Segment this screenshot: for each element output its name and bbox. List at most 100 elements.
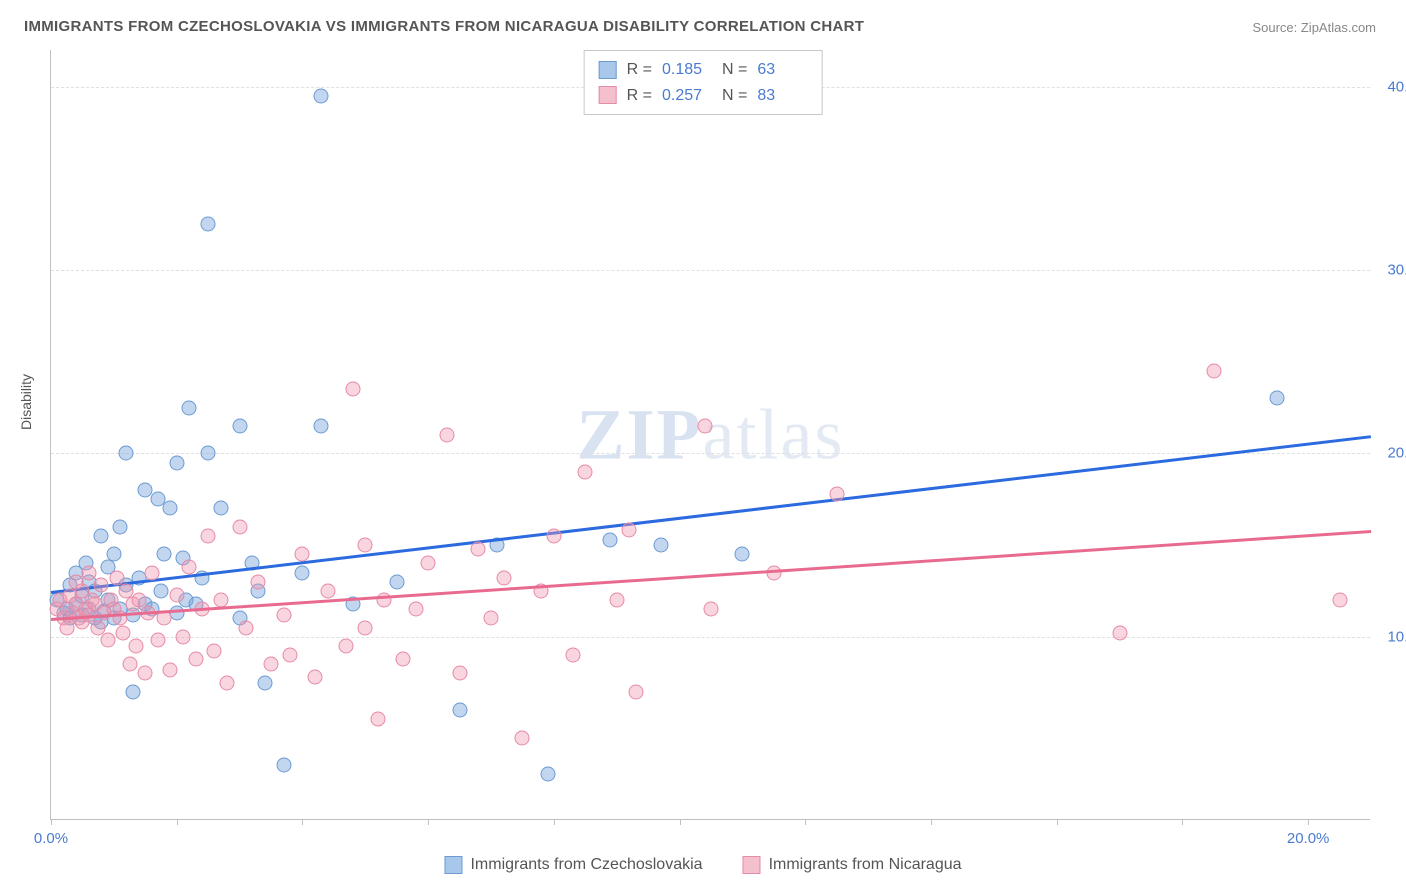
stats-row-series1: R = 0.185 N = 63: [599, 57, 808, 83]
n-label-1: N =: [722, 57, 747, 83]
scatter-point-series2: [100, 633, 115, 648]
n-value-2: 83: [757, 83, 807, 109]
scatter-point-series1: [113, 519, 128, 534]
scatter-point-series2: [609, 593, 624, 608]
legend-item-series1: Immigrants from Czechoslovakia: [444, 856, 702, 874]
scatter-point-series2: [565, 648, 580, 663]
scatter-point-series2: [1206, 363, 1221, 378]
scatter-point-series1: [125, 684, 140, 699]
scatter-point-series2: [496, 571, 511, 586]
x-tick: [302, 819, 303, 825]
scatter-point-series2: [213, 593, 228, 608]
x-tick: [51, 819, 52, 825]
x-tick: [554, 819, 555, 825]
scatter-point-series2: [182, 560, 197, 575]
scatter-point-series2: [169, 587, 184, 602]
scatter-point-series2: [188, 651, 203, 666]
x-tick: [1308, 819, 1309, 825]
gridline-h: [51, 637, 1370, 638]
scatter-point-series2: [440, 428, 455, 443]
scatter-point-series2: [396, 651, 411, 666]
scatter-point-series2: [578, 464, 593, 479]
scatter-point-series1: [314, 418, 329, 433]
n-value-1: 63: [757, 57, 807, 83]
scatter-point-series1: [1269, 391, 1284, 406]
x-tick: [931, 819, 932, 825]
scatter-point-series2: [94, 578, 109, 593]
scatter-point-series1: [154, 583, 169, 598]
scatter-point-series2: [207, 644, 222, 659]
plot-area: ZIPatlas 10.0%20.0%30.0%40.0%0.0%20.0%: [50, 50, 1370, 820]
swatch-series1: [599, 61, 617, 79]
scatter-point-series2: [515, 730, 530, 745]
scatter-point-series1: [106, 547, 121, 562]
stats-row-series2: R = 0.257 N = 83: [599, 83, 808, 109]
x-tick: [428, 819, 429, 825]
scatter-point-series2: [339, 638, 354, 653]
scatter-point-series2: [320, 583, 335, 598]
scatter-point-series1: [295, 565, 310, 580]
scatter-point-series2: [251, 574, 266, 589]
x-tick: [1182, 819, 1183, 825]
scatter-point-series1: [232, 418, 247, 433]
scatter-point-series2: [358, 538, 373, 553]
scatter-point-series2: [1112, 626, 1127, 641]
r-label-1: R =: [627, 57, 652, 83]
scatter-point-series1: [603, 532, 618, 547]
scatter-point-series2: [622, 523, 637, 538]
legend-label-series1: Immigrants from Czechoslovakia: [470, 856, 702, 874]
y-axis-label: Disability: [18, 374, 34, 430]
scatter-point-series2: [628, 684, 643, 699]
scatter-point-series1: [169, 455, 184, 470]
x-tick: [805, 819, 806, 825]
scatter-point-series2: [276, 607, 291, 622]
scatter-point-series2: [264, 657, 279, 672]
scatter-point-series2: [829, 486, 844, 501]
scatter-point-series1: [201, 446, 216, 461]
stats-legend-box: R = 0.185 N = 63 R = 0.257 N = 83: [584, 50, 823, 115]
scatter-point-series2: [370, 712, 385, 727]
x-tick: [1057, 819, 1058, 825]
watermark: ZIPatlas: [577, 393, 845, 476]
scatter-point-series2: [150, 633, 165, 648]
legend-swatch-series1: [444, 856, 462, 874]
chart-container: IMMIGRANTS FROM CZECHOSLOVAKIA VS IMMIGR…: [0, 0, 1406, 892]
scatter-point-series1: [201, 217, 216, 232]
scatter-point-series2: [238, 620, 253, 635]
scatter-point-series1: [157, 547, 172, 562]
scatter-point-series2: [122, 657, 137, 672]
chart-title: IMMIGRANTS FROM CZECHOSLOVAKIA VS IMMIGR…: [24, 18, 864, 35]
scatter-point-series2: [546, 528, 561, 543]
scatter-point-series2: [308, 670, 323, 685]
scatter-point-series1: [314, 88, 329, 103]
scatter-point-series2: [421, 556, 436, 571]
bottom-legend: Immigrants from Czechoslovakia Immigrant…: [444, 856, 961, 874]
gridline-h: [51, 270, 1370, 271]
n-label-2: N =: [722, 83, 747, 109]
scatter-point-series2: [282, 648, 297, 663]
x-tick: [680, 819, 681, 825]
swatch-series2: [599, 86, 617, 104]
scatter-point-series2: [471, 541, 486, 556]
scatter-point-series2: [201, 528, 216, 543]
scatter-point-series1: [163, 501, 178, 516]
scatter-point-series2: [116, 626, 131, 641]
x-tick: [177, 819, 178, 825]
scatter-point-series2: [295, 547, 310, 562]
scatter-point-series1: [389, 574, 404, 589]
trend-line-series1: [51, 435, 1371, 593]
r-value-2: 0.257: [662, 83, 712, 109]
scatter-point-series2: [220, 675, 235, 690]
gridline-h: [51, 453, 1370, 454]
y-tick-label: 30.0%: [1387, 262, 1406, 279]
scatter-point-series1: [452, 703, 467, 718]
scatter-point-series2: [452, 666, 467, 681]
watermark-part1: ZIP: [577, 394, 703, 474]
scatter-point-series1: [94, 528, 109, 543]
legend-item-series2: Immigrants from Nicaragua: [743, 856, 962, 874]
legend-label-series2: Immigrants from Nicaragua: [769, 856, 962, 874]
scatter-point-series2: [176, 629, 191, 644]
scatter-point-series1: [182, 400, 197, 415]
scatter-point-series1: [276, 758, 291, 773]
y-tick-label: 40.0%: [1387, 78, 1406, 95]
